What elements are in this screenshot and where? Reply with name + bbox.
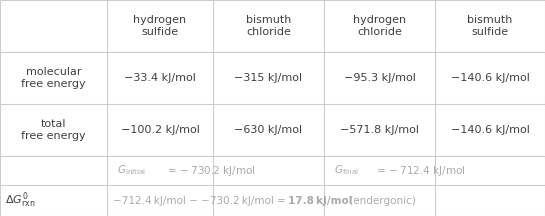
Text: $= -712.4\ {\rm kJ/mol}$: $= -712.4\ {\rm kJ/mol}$ [374,164,465,178]
Text: −140.6 kJ/mol: −140.6 kJ/mol [451,125,529,135]
Text: −571.8 kJ/mol: −571.8 kJ/mol [340,125,419,135]
Text: $= -730.2\ {\rm kJ/mol}$: $= -730.2\ {\rm kJ/mol}$ [165,164,256,178]
Text: total
free energy: total free energy [21,119,86,141]
Text: $\Delta G^{\rm 0}_{\rm rxn}$: $\Delta G^{\rm 0}_{\rm rxn}$ [5,191,35,210]
Text: 17.8 kJ/mol: 17.8 kJ/mol [288,195,353,205]
Text: −315 kJ/mol: −315 kJ/mol [234,73,302,83]
Text: bismuth
sulfide: bismuth sulfide [467,15,513,37]
Text: −100.2 kJ/mol: −100.2 kJ/mol [120,125,199,135]
Text: −140.6 kJ/mol: −140.6 kJ/mol [451,73,529,83]
Text: −712.4 kJ/mol − −730.2 kJ/mol =: −712.4 kJ/mol − −730.2 kJ/mol = [113,195,289,205]
Text: −95.3 kJ/mol: −95.3 kJ/mol [343,73,415,83]
Text: bismuth
chloride: bismuth chloride [246,15,291,37]
Text: hydrogen
chloride: hydrogen chloride [353,15,406,37]
Text: (endergonic): (endergonic) [346,195,416,205]
Text: −630 kJ/mol: −630 kJ/mol [234,125,302,135]
Text: hydrogen
sulfide: hydrogen sulfide [134,15,186,37]
Text: molecular
free energy: molecular free energy [21,67,86,89]
Text: −33.4 kJ/mol: −33.4 kJ/mol [124,73,196,83]
Text: $G_{\rm final}$: $G_{\rm final}$ [334,164,359,177]
Text: $G_{\rm initial}$: $G_{\rm initial}$ [117,164,146,177]
